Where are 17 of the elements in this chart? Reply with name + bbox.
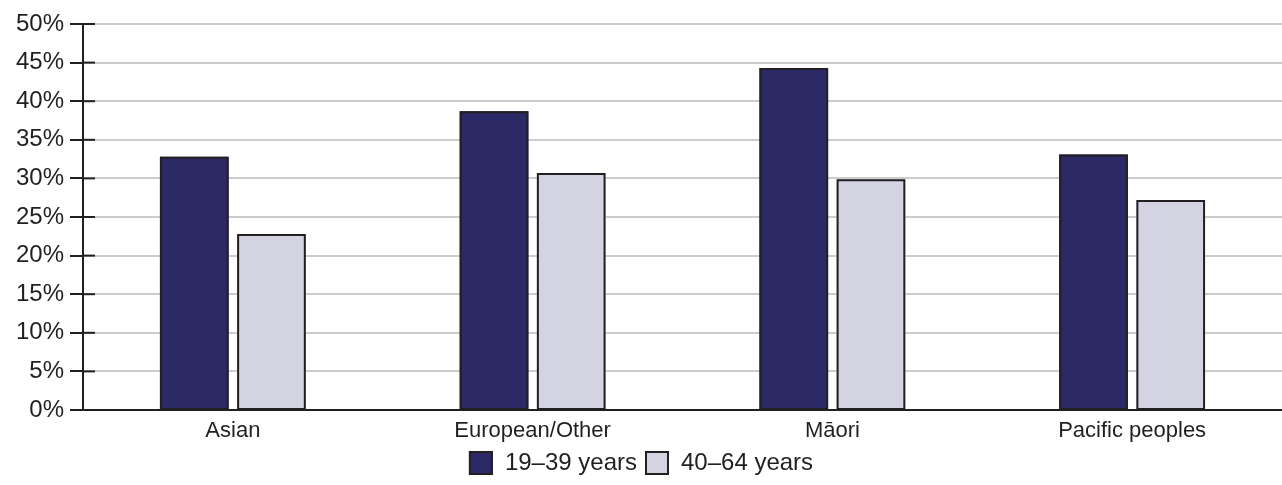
y-tick-label: 0% [29,394,64,422]
y-tick-label: 20% [15,240,64,268]
y-tick-label: 50% [15,8,64,36]
legend-label: 19–39 years [504,447,637,475]
y-tick-label: 10% [15,317,64,345]
y-tick-label: 45% [15,47,64,75]
x-tick-label: Māori [804,417,860,443]
y-tick-label: 35% [15,124,64,152]
y-tick-label: 5% [29,356,64,384]
legend-label: 40–64 years [681,447,814,475]
y-tick-label: 15% [15,278,64,306]
x-tick-label: Pacific peoples [1058,417,1207,443]
x-tick-label: Asian [205,417,261,443]
x-tick-label: European/Other [454,417,611,443]
y-tick-label: 40% [15,85,64,113]
y-tick-label: 30% [15,163,64,191]
y-tick-label: 25% [15,201,64,229]
